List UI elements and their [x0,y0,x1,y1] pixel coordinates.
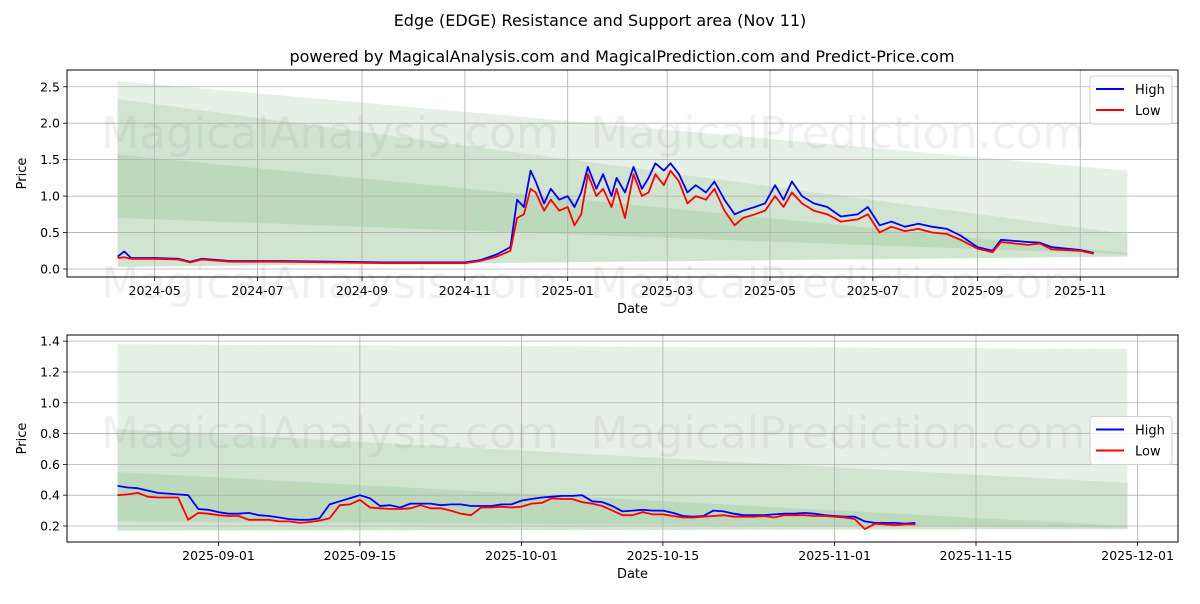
y-tick-label: 0.2 [40,518,60,533]
plot-frame [66,334,1179,543]
legend-label-high: High [1135,83,1165,98]
x-tick-label: 2025-01 [542,283,594,298]
x-tick-label: 2025-03 [641,283,693,298]
support-resistance-band-1 [117,428,1128,531]
y-tick-label: 0.4 [40,488,60,503]
watermark: MagicalPrediction.com [591,258,1086,309]
x-tick-label: 2025-07 [847,283,899,298]
x-tick-label: 2024-09 [336,283,388,298]
y-tick-label: 1.0 [40,395,60,410]
plot-frame [66,69,1179,278]
watermark: MagicalAnalysis.com [101,258,559,309]
y-tick-label: 1.2 [40,364,60,379]
x-tick-label: 2025-10-01 [485,548,558,563]
watermark: MagicalPrediction.com [591,108,1086,159]
bottom-chart: 0.2 0.4 0.6 0.8 1.0 1.2 1.4 2025-09-01 2025-09-1… [15,334,1179,582]
series-line-low [117,169,1094,265]
x-tick-label: 2025-09-01 [182,548,255,563]
y-tick-label: 0.8 [40,426,60,441]
x-tick-label: 2025-11-01 [798,548,871,563]
x-tick-label: 2024-05 [129,283,181,298]
x-tick-label: 2025-12-01 [1101,548,1174,563]
y-axis-label: Price [15,423,30,455]
chart-subtitle: powered by MagicalAnalysis.com and Magic… [289,47,954,66]
y-tick-label: 1.4 [40,334,60,349]
y-tick-label: 1.5 [40,152,60,167]
support-resistance-band-0 [117,344,1128,531]
y-tick-label: 0.6 [40,457,60,472]
legend: High Low [1089,75,1173,125]
watermark: MagicalAnalysis.com [101,108,559,159]
x-tick-label: 2024-07 [231,283,283,298]
series-line-low [117,491,916,530]
x-tick-label: 2025-05 [744,283,796,298]
chart-title: Edge (EDGE) Resistance and Support area … [394,11,807,30]
x-tick-label: 2025-09-15 [324,548,397,563]
x-axis-label: Date [617,567,648,582]
x-tick-label: 2024-11 [439,283,491,298]
x-tick-label: 2025-10-15 [627,548,700,563]
x-axis-label: Date [617,302,648,317]
y-tick-label: 2.0 [40,116,60,131]
legend: High Low [1089,416,1173,465]
x-tick-label: 2025-11-15 [940,548,1013,563]
top-chart: 0.0 0.5 1.0 1.5 2.0 2.5 2024-05 2024-07 2024-09 2… [15,69,1179,317]
legend-label-low: Low [1135,104,1161,119]
y-tick-label: 1.0 [40,189,60,204]
y-axis-label: Price [15,158,30,190]
y-tick-label: 0.0 [40,261,60,276]
legend-label-high: High [1135,424,1165,439]
y-tick-label: 0.5 [40,225,60,240]
legend-label-low: Low [1135,445,1161,460]
y-tick-label: 2.5 [40,79,60,94]
x-tick-label: 2025-09 [951,283,1003,298]
x-tick-label: 2025-11 [1054,283,1106,298]
series-line-high [117,485,916,525]
watermark: MagicalAnalysis.com [101,408,559,459]
watermark: MagicalPrediction.com [591,408,1086,459]
support-resistance-band-2 [117,472,1128,528]
support-resistance-band-2 [117,154,1128,255]
support-resistance-band-0 [117,80,1128,267]
